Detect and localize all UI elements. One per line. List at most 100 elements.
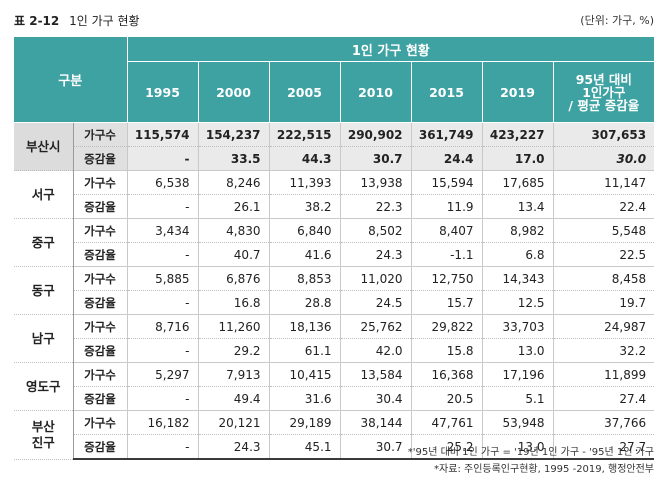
table-row: 영도구 가구수 5,297 7,913 10,415 13,584 16,368 17,196… bbox=[14, 362, 655, 411]
value-cell: - bbox=[127, 434, 199, 460]
ratio-cell: 27.7 bbox=[553, 434, 655, 460]
metric-label: 증감율 bbox=[73, 194, 128, 219]
value-cell: 16,368 bbox=[411, 362, 483, 387]
value-cell: 12,750 bbox=[411, 266, 483, 291]
value-cell: 26.1 bbox=[198, 194, 270, 219]
ratio-cell: 8,458 bbox=[553, 266, 655, 291]
region-group: 영도구 가구수 5,297 7,913 10,415 13,584 16,368 17,196… bbox=[14, 362, 655, 411]
value-cell: 16.8 bbox=[198, 290, 270, 315]
value-cell: 8,716 bbox=[127, 314, 199, 339]
table-row: 서구 가구수 6,538 8,246 11,393 13,938 15,594 17,685 1… bbox=[14, 170, 655, 219]
ratio-header-line: / 평균 증감율 bbox=[568, 97, 640, 113]
value-cell: 44.3 bbox=[269, 146, 341, 171]
value-cell: 6,876 bbox=[198, 266, 270, 291]
value-cell: -1.1 bbox=[411, 242, 483, 267]
group-header: 1인 가구 현황 bbox=[127, 37, 655, 62]
value-cell: 11.9 bbox=[411, 194, 483, 219]
value-cell: 24.3 bbox=[198, 434, 270, 460]
value-cell: 8,407 bbox=[411, 218, 483, 243]
value-cell: 423,227 bbox=[482, 122, 554, 147]
table-row: 증감율 -26.1 38.2 22.3 11.9 13.4 22.4 bbox=[14, 194, 655, 219]
value-cell: 24.5 bbox=[340, 290, 412, 315]
unit-label: (단위: 가구, %) bbox=[580, 14, 654, 27]
table-row: 부산 진구 가구수 16,182 20,121 29,189 38,144 47,761 53… bbox=[14, 410, 655, 460]
value-cell: - bbox=[127, 146, 199, 171]
value-cell: 10,415 bbox=[269, 362, 341, 387]
year-header: 2015 bbox=[411, 61, 483, 123]
value-cell: 24.4 bbox=[411, 146, 483, 171]
metric-label: 증감율 bbox=[73, 146, 128, 171]
region-name: 남구 bbox=[14, 314, 74, 363]
ratio-cell: 32.2 bbox=[553, 338, 655, 363]
ratio-cell: 307,653 bbox=[553, 122, 655, 147]
value-cell: 33,703 bbox=[482, 314, 554, 339]
value-cell: 61.1 bbox=[269, 338, 341, 363]
metric-label: 증감율 bbox=[73, 386, 128, 411]
value-cell: 11,020 bbox=[340, 266, 412, 291]
value-cell: 20,121 bbox=[198, 410, 270, 435]
value-cell: 8,853 bbox=[269, 266, 341, 291]
value-cell: 5,885 bbox=[127, 266, 199, 291]
metric-label: 가구수 bbox=[73, 314, 128, 339]
footnotes: *'95년 대비 1인 가구 = '19년 1인 가구 - '95년 1인 가구… bbox=[408, 444, 654, 478]
value-cell: - bbox=[127, 242, 199, 267]
value-cell: 115,574 bbox=[127, 122, 199, 147]
region-name: 부산 진구 bbox=[14, 410, 74, 460]
value-cell: 8,982 bbox=[482, 218, 554, 243]
value-cell: 7,913 bbox=[198, 362, 270, 387]
region-group: 부산시 가구수 115,574 154,237 222,515 290,902 361,74… bbox=[14, 122, 655, 171]
table-row: 증감율 -49.4 31.6 30.4 20.5 5.1 27.4 bbox=[14, 386, 655, 411]
value-cell: 16,182 bbox=[127, 410, 199, 435]
value-cell: 30.4 bbox=[340, 386, 412, 411]
year-header: 1995 bbox=[127, 61, 199, 123]
single-household-table: 구분 1인 가구 현황 1995 2000 2005 2010 2015 201… bbox=[14, 37, 655, 460]
value-cell: 33.5 bbox=[198, 146, 270, 171]
ratio-cell: 22.5 bbox=[553, 242, 655, 267]
value-cell: 14,343 bbox=[482, 266, 554, 291]
table-row: 부산시 가구수 115,574 154,237 222,515 290,902 361,74… bbox=[14, 122, 655, 171]
region-group: 중구 가구수 3,434 4,830 6,840 8,502 8,407 8,982 5,548… bbox=[14, 218, 655, 267]
table-row: 증감율 -33.5 44.3 30.7 24.4 17.0 30.0 bbox=[14, 146, 655, 171]
value-cell: 8,246 bbox=[198, 170, 270, 195]
value-cell: 29.2 bbox=[198, 338, 270, 363]
region-group: 동구 가구수 5,885 6,876 8,853 11,020 12,750 14,343 8,… bbox=[14, 266, 655, 315]
table-header: 구분 1인 가구 현황 1995 2000 2005 2010 2015 201… bbox=[14, 37, 655, 123]
ratio-cell: 37,766 bbox=[553, 410, 655, 435]
value-cell: 24.3 bbox=[340, 242, 412, 267]
metric-label: 가구수 bbox=[73, 266, 128, 291]
value-cell: 361,749 bbox=[411, 122, 483, 147]
value-cell: 45.1 bbox=[269, 434, 341, 460]
ratio-cell: 11,899 bbox=[553, 362, 655, 387]
value-cell: 3,434 bbox=[127, 218, 199, 243]
value-cell: 38,144 bbox=[340, 410, 412, 435]
metric-label: 증감율 bbox=[73, 290, 128, 315]
value-cell: 40.7 bbox=[198, 242, 270, 267]
value-cell: 13,584 bbox=[340, 362, 412, 387]
value-cell: 290,902 bbox=[340, 122, 412, 147]
value-cell: 25.2 bbox=[411, 434, 483, 460]
ratio-header-line: 95년 대비 bbox=[575, 71, 632, 87]
value-cell: 4,830 bbox=[198, 218, 270, 243]
value-cell: - bbox=[127, 386, 199, 411]
value-cell: 5,297 bbox=[127, 362, 199, 387]
metric-label: 증감율 bbox=[73, 242, 128, 267]
region-name: 영도구 bbox=[14, 362, 74, 411]
value-cell: 49.4 bbox=[198, 386, 270, 411]
table-row: 증감율 -29.2 61.1 42.0 15.8 13.0 32.2 bbox=[14, 338, 655, 363]
metric-label: 가구수 bbox=[73, 218, 128, 243]
year-header: 2000 bbox=[198, 61, 270, 123]
footnote: *자료: 주인등록인구현황, 1995 -2019, 행정안전부 bbox=[434, 464, 654, 475]
value-cell: 20.5 bbox=[411, 386, 483, 411]
value-cell: 12.5 bbox=[482, 290, 554, 315]
value-cell: 8,502 bbox=[340, 218, 412, 243]
ratio-cell: 30.0 bbox=[553, 146, 655, 171]
value-cell: 41.6 bbox=[269, 242, 341, 267]
region-name: 중구 bbox=[14, 218, 74, 267]
value-cell: 17.0 bbox=[482, 146, 554, 171]
value-cell: - bbox=[127, 338, 199, 363]
ratio-cell: 24,987 bbox=[553, 314, 655, 339]
value-cell: 28.8 bbox=[269, 290, 341, 315]
region-name: 동구 bbox=[14, 266, 74, 315]
value-cell: 30.7 bbox=[340, 434, 412, 460]
region-name: 서구 bbox=[14, 170, 74, 219]
